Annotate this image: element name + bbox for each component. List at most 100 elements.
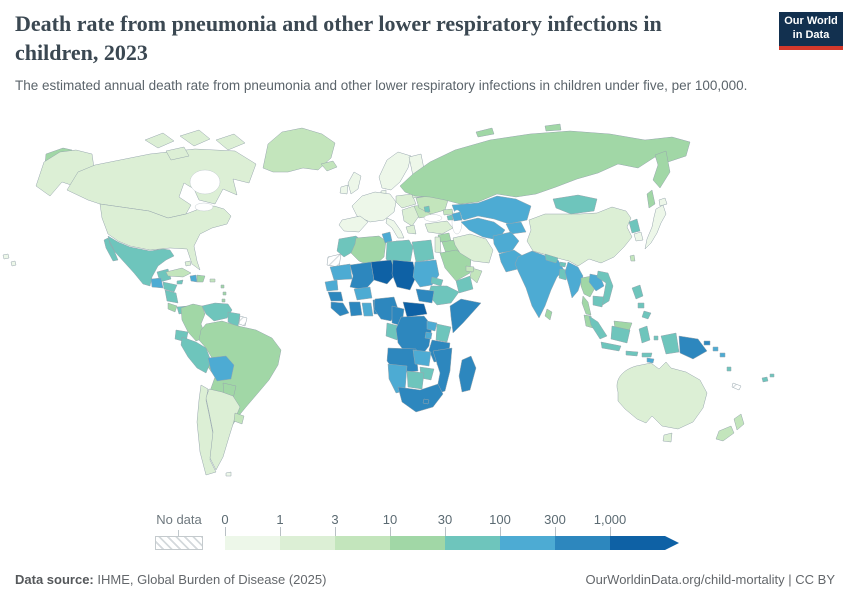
country-poland-czech[interactable]: [395, 193, 417, 209]
country-south-korea[interactable]: [633, 231, 644, 242]
country-mali[interactable]: [349, 261, 375, 291]
country-sri-lanka[interactable]: [544, 308, 553, 321]
country-dominican-republic[interactable]: [196, 274, 206, 283]
country-indonesia[interactable]: [588, 315, 659, 358]
country-cote-divoire[interactable]: [348, 301, 363, 317]
country-peru[interactable]: [180, 336, 212, 374]
country-jamaica[interactable]: [176, 279, 184, 285]
country-iran[interactable]: [452, 233, 494, 264]
country-fiji[interactable]: [761, 373, 775, 383]
country-puerto-rico[interactable]: [209, 278, 216, 283]
country-costa-rica[interactable]: [167, 302, 178, 313]
country-kenya[interactable]: [435, 323, 452, 343]
legend-bin-300-1000[interactable]: [555, 536, 610, 550]
legend-bin-1-3[interactable]: [280, 536, 335, 550]
country-new-zealand[interactable]: [715, 413, 745, 442]
legend-bin-0-1[interactable]: [225, 536, 280, 550]
country-sierra-leone-liberia[interactable]: [330, 301, 350, 317]
country-georgia[interactable]: [442, 208, 454, 216]
country-honduras[interactable]: [162, 281, 178, 293]
country-philippines[interactable]: [631, 284, 652, 320]
world-map[interactable]: [0, 110, 850, 505]
country-nicaragua[interactable]: [164, 289, 179, 304]
country-lebanon-israel-jordan[interactable]: [434, 236, 442, 254]
country-ireland[interactable]: [339, 184, 349, 195]
country-bhutan[interactable]: [559, 261, 567, 268]
country-uganda[interactable]: [426, 320, 438, 332]
country-argentina[interactable]: [205, 388, 241, 471]
country-japan[interactable]: [644, 197, 668, 250]
country-usa[interactable]: [99, 203, 232, 271]
legend-bin-3-10[interactable]: [335, 536, 390, 550]
country-west-papua[interactable]: [660, 332, 680, 355]
country-russia[interactable]: [399, 130, 691, 205]
country-burkina-faso[interactable]: [353, 286, 373, 301]
country-falkland[interactable]: [225, 471, 232, 477]
country-iberia[interactable]: [338, 215, 369, 233]
legend-bin->1000[interactable]: [610, 536, 665, 550]
country-moldova[interactable]: [423, 205, 431, 213]
country-south-africa[interactable]: [397, 383, 444, 413]
country-uae-qatar[interactable]: [465, 265, 475, 273]
country-vanuatu[interactable]: [726, 366, 732, 372]
country-central-african-republic[interactable]: [402, 301, 428, 318]
country-norway-sweden[interactable]: [378, 151, 412, 191]
country-myanmar[interactable]: [564, 261, 584, 299]
owid-logo[interactable]: Our World in Data: [779, 12, 843, 50]
country-new-caledonia[interactable]: [731, 382, 742, 391]
country-madagascar[interactable]: [458, 355, 477, 393]
country-gabon-congo[interactable]: [385, 322, 400, 341]
country-iceland[interactable]: [320, 160, 338, 172]
country-south-sudan[interactable]: [415, 288, 435, 304]
country-guinea[interactable]: [327, 291, 344, 302]
country-tunisia[interactable]: [381, 231, 393, 244]
country-kazakhstan[interactable]: [451, 195, 532, 225]
country-ghana[interactable]: [361, 302, 374, 317]
country-taiwan[interactable]: [629, 254, 636, 262]
country-solomon-islands[interactable]: [712, 346, 726, 358]
country-chad[interactable]: [391, 259, 417, 291]
country-australia[interactable]: [616, 361, 708, 430]
country-north-korea[interactable]: [628, 218, 641, 234]
country-french-guiana[interactable]: [238, 315, 248, 327]
country-afghanistan[interactable]: [492, 231, 520, 254]
country-venezuela[interactable]: [201, 302, 233, 322]
country-guatemala[interactable]: [150, 277, 164, 289]
country-lesser-antilles[interactable]: [220, 284, 227, 303]
country-timor[interactable]: [646, 357, 655, 364]
country-western-sahara[interactable]: [326, 253, 342, 268]
country-cuba[interactable]: [165, 267, 192, 278]
country-balkans[interactable]: [401, 205, 420, 227]
country-canada[interactable]: [66, 148, 257, 219]
country-greece[interactable]: [405, 224, 417, 235]
country-greenland[interactable]: [262, 127, 336, 173]
country-kamchatka[interactable]: [652, 150, 671, 189]
country-nepal[interactable]: [544, 253, 559, 264]
legend-bin-30-100[interactable]: [445, 536, 500, 550]
country-eritrea[interactable]: [430, 276, 444, 287]
country-mozambique[interactable]: [432, 347, 453, 395]
country-lesotho[interactable]: [422, 398, 430, 405]
country-mauritania[interactable]: [329, 263, 353, 281]
owid-link[interactable]: OurWorldinData.org/child-mortality | CC …: [585, 572, 836, 587]
country-turkey[interactable]: [424, 220, 454, 235]
country-papua-new-guinea[interactable]: [678, 335, 711, 360]
country-botswana[interactable]: [406, 370, 425, 390]
country-yemen[interactable]: [455, 275, 474, 294]
country-egypt[interactable]: [411, 239, 435, 263]
country-sakhalin[interactable]: [646, 189, 656, 209]
country-mongolia[interactable]: [552, 194, 598, 215]
country-arctic-islands[interactable]: [144, 129, 246, 161]
country-bahamas[interactable]: [184, 260, 192, 267]
country-niger[interactable]: [370, 259, 397, 285]
legend-bin-100-300[interactable]: [500, 536, 555, 550]
country-zambia[interactable]: [412, 349, 432, 367]
country-bolivia[interactable]: [207, 355, 235, 382]
country-azerbaijan[interactable]: [451, 211, 463, 222]
legend-bin-10-30[interactable]: [390, 536, 445, 550]
country-russia-arctic[interactable]: [475, 123, 562, 138]
country-saudi-arabia[interactable]: [439, 249, 472, 282]
country-senegal-gambia[interactable]: [324, 279, 339, 292]
country-rwanda-burundi[interactable]: [424, 331, 433, 340]
country-cambodia[interactable]: [592, 295, 605, 308]
